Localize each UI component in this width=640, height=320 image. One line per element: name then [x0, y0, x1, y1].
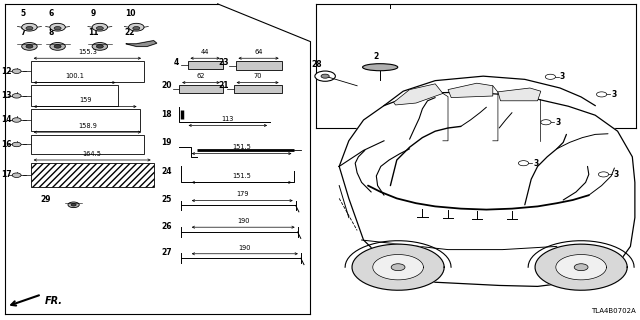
Polygon shape — [352, 244, 444, 290]
Text: 2: 2 — [374, 52, 379, 61]
Bar — [188, 61, 223, 69]
Circle shape — [315, 71, 335, 81]
Polygon shape — [394, 84, 443, 105]
Text: 151.5: 151.5 — [232, 173, 251, 179]
Text: 20: 20 — [161, 81, 172, 90]
Text: 9: 9 — [91, 9, 96, 18]
Text: 23: 23 — [219, 58, 229, 67]
Polygon shape — [372, 254, 424, 280]
Circle shape — [12, 93, 21, 98]
Text: 8: 8 — [49, 28, 54, 37]
Text: FR.: FR. — [45, 296, 63, 306]
Circle shape — [596, 92, 607, 97]
Circle shape — [50, 43, 65, 50]
Text: 3: 3 — [556, 118, 561, 127]
Text: 19: 19 — [161, 138, 172, 147]
Text: 3: 3 — [613, 170, 618, 179]
Circle shape — [12, 173, 21, 177]
Circle shape — [54, 44, 61, 48]
Circle shape — [133, 27, 140, 30]
Circle shape — [92, 43, 108, 50]
Circle shape — [92, 23, 108, 31]
Text: 11: 11 — [88, 28, 99, 37]
Text: 62: 62 — [196, 73, 205, 79]
Text: 179: 179 — [236, 191, 248, 197]
Circle shape — [96, 44, 104, 48]
Text: 28: 28 — [311, 60, 322, 69]
Text: 29: 29 — [41, 195, 51, 204]
Bar — [31, 85, 118, 106]
Circle shape — [26, 44, 33, 48]
Text: 151.5: 151.5 — [232, 144, 251, 150]
Text: 22: 22 — [125, 28, 135, 37]
Bar — [179, 85, 223, 93]
Polygon shape — [535, 244, 627, 290]
Text: 44: 44 — [201, 49, 209, 55]
Text: 14: 14 — [1, 116, 12, 124]
Circle shape — [541, 120, 551, 125]
Text: TLA4B0702A: TLA4B0702A — [591, 308, 636, 314]
Circle shape — [12, 142, 21, 147]
Circle shape — [71, 204, 76, 206]
Text: 26: 26 — [161, 222, 172, 231]
Circle shape — [26, 27, 33, 30]
Circle shape — [321, 74, 329, 78]
Text: 190: 190 — [237, 218, 250, 224]
Bar — [236, 61, 282, 70]
Text: 10: 10 — [125, 9, 135, 18]
Circle shape — [12, 118, 21, 122]
Bar — [31, 135, 144, 154]
Text: 159: 159 — [79, 97, 92, 103]
Text: 100.1: 100.1 — [65, 73, 84, 79]
Circle shape — [96, 27, 104, 30]
Circle shape — [22, 23, 37, 31]
Text: 155.3: 155.3 — [78, 49, 97, 55]
Text: 1: 1 — [388, 0, 393, 2]
Text: 190: 190 — [239, 244, 251, 251]
Text: 17: 17 — [1, 170, 12, 179]
Polygon shape — [448, 83, 493, 98]
Circle shape — [545, 74, 556, 79]
Polygon shape — [339, 92, 635, 286]
Bar — [31, 61, 144, 82]
Text: 3: 3 — [611, 90, 616, 99]
Circle shape — [68, 202, 79, 208]
Bar — [31, 109, 140, 131]
Bar — [234, 85, 282, 93]
Circle shape — [598, 172, 609, 177]
Text: 25: 25 — [161, 196, 172, 204]
Text: 3: 3 — [533, 159, 538, 168]
Text: 64: 64 — [254, 49, 263, 55]
Text: 3: 3 — [560, 72, 565, 81]
Circle shape — [50, 23, 65, 31]
Text: 27: 27 — [161, 248, 172, 257]
Ellipse shape — [362, 64, 398, 71]
Text: 70: 70 — [253, 73, 262, 79]
Text: 158.9: 158.9 — [78, 123, 97, 129]
Text: 24: 24 — [161, 167, 172, 176]
Text: 7: 7 — [20, 28, 26, 37]
Text: 4: 4 — [174, 58, 179, 67]
Text: 12: 12 — [1, 67, 12, 76]
Text: 16: 16 — [1, 140, 12, 149]
Circle shape — [54, 27, 61, 30]
Polygon shape — [498, 88, 541, 101]
Polygon shape — [126, 41, 157, 46]
Text: 18: 18 — [161, 110, 172, 119]
Circle shape — [129, 23, 144, 31]
Text: 113: 113 — [221, 116, 234, 122]
Bar — [31, 163, 154, 187]
Polygon shape — [556, 254, 607, 280]
Circle shape — [12, 69, 21, 74]
Text: 13: 13 — [1, 92, 12, 100]
Circle shape — [574, 264, 588, 271]
Circle shape — [22, 43, 37, 50]
Text: 6: 6 — [49, 9, 54, 18]
Text: 21: 21 — [219, 81, 229, 90]
Circle shape — [391, 264, 405, 271]
Text: 164.5: 164.5 — [83, 151, 102, 157]
Circle shape — [518, 161, 529, 166]
Text: 5: 5 — [20, 9, 26, 18]
